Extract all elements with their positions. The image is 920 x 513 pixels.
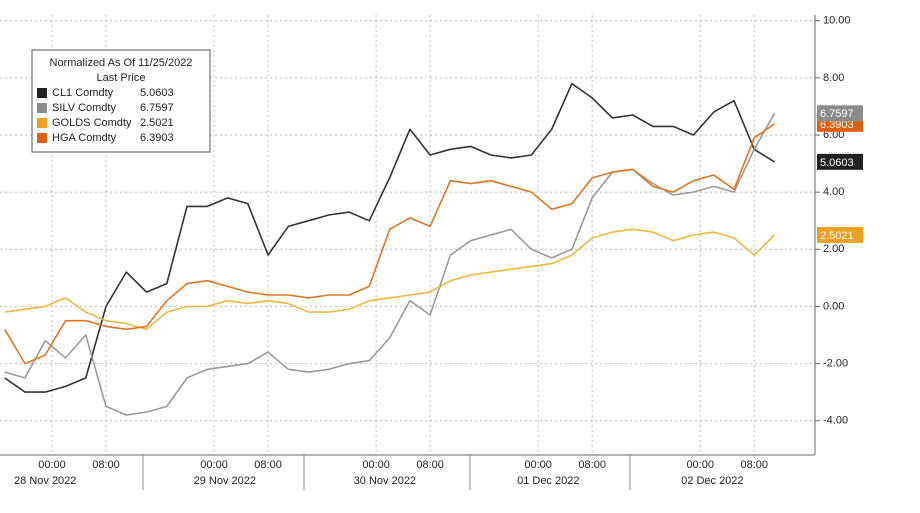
series-line <box>4 123 775 365</box>
series-line <box>4 112 776 416</box>
price-tag-label: 2.5021 <box>820 230 854 242</box>
y-tick-label: 8.00 <box>823 72 844 84</box>
axis-labels: -4.00 -2.00 0.00 2.00 4.00 6.00 8.00 10.00 00:00… <box>14 15 850 487</box>
x-tick-label: 00:00 <box>524 459 552 471</box>
legend-value: 6.7597 <box>140 102 174 114</box>
x-tick-label: 08:00 <box>578 459 606 471</box>
legend-swatch <box>37 133 47 143</box>
date-label: 28 Nov 2022 <box>14 475 76 487</box>
y-tick-label: 6.00 <box>823 129 844 141</box>
legend: Normalized As Of 11/25/2022 Last Price C… <box>31 49 211 153</box>
x-tick-label: 08:00 <box>254 459 282 471</box>
legend-swatch <box>37 118 47 128</box>
legend-value: 6.3903 <box>140 132 174 144</box>
price-tag-label: 5.0603 <box>820 157 854 169</box>
legend-subtitle: Last Price <box>97 72 146 84</box>
legend-label: GOLDS Comdty <box>52 117 132 129</box>
legend-label: SILV Comdty <box>52 102 116 114</box>
x-tick-label: 08:00 <box>92 459 120 471</box>
legend-value: 5.0603 <box>140 87 174 99</box>
x-tick-label: 00:00 <box>686 459 714 471</box>
x-tick-label: 08:00 <box>416 459 444 471</box>
date-label: 02 Dec 2022 <box>681 475 743 487</box>
x-tick-label: 00:00 <box>38 459 66 471</box>
price-tag <box>817 105 863 122</box>
legend-value: 2.5021 <box>140 117 174 129</box>
y-tick-label: 10.00 <box>823 15 851 27</box>
y-tick-label: 2.00 <box>823 243 844 255</box>
date-label: 01 Dec 2022 <box>517 475 579 487</box>
lines <box>4 82 776 416</box>
date-label: 29 Nov 2022 <box>194 475 256 487</box>
legend-label: CL1 Comdty <box>52 87 114 99</box>
y-tick-label: 4.00 <box>823 186 844 198</box>
y-tick-label: -4.00 <box>823 415 848 427</box>
x-tick-label: 08:00 <box>740 459 768 471</box>
legend-label: HGA Comdty <box>52 132 117 144</box>
y-tick-label: -2.00 <box>823 357 848 369</box>
date-label: 30 Nov 2022 <box>354 475 416 487</box>
legend-title: Normalized As Of 11/25/2022 <box>50 57 193 69</box>
y-tick-label: 0.00 <box>823 300 844 312</box>
legend-box <box>31 49 211 153</box>
x-tick-label: 00:00 <box>200 459 228 471</box>
legend-swatch <box>37 103 47 113</box>
price-tag-label: 6.3903 <box>820 119 854 131</box>
price-tag <box>817 153 863 170</box>
price-tag <box>817 226 863 243</box>
last-price-tags: 6.3903 5.0603 2.5021 6.7597 <box>817 105 863 243</box>
x-tick-label: 00:00 <box>362 459 390 471</box>
legend-swatch <box>37 88 47 98</box>
series-line <box>4 228 776 331</box>
series-line <box>4 82 775 393</box>
price-tag-label: 6.7597 <box>820 108 854 120</box>
